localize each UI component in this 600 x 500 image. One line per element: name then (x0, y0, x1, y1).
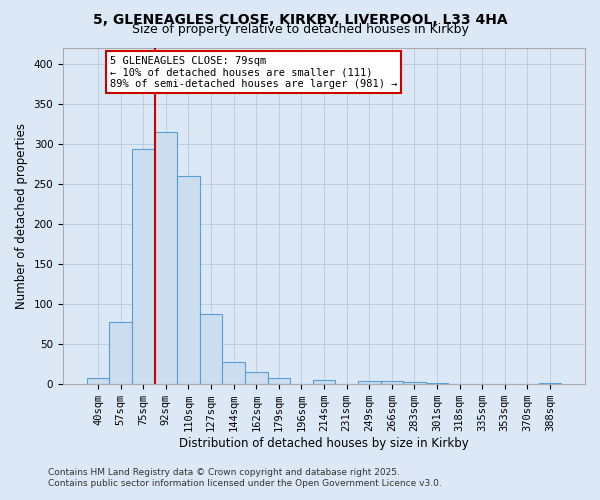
Bar (313, 380, 335, 384)
Bar (358, 381, 380, 384)
Text: 5, GLENEAGLES CLOSE, KIRKBY, LIVERPOOL, L33 4HA: 5, GLENEAGLES CLOSE, KIRKBY, LIVERPOOL, … (92, 12, 508, 26)
Text: Size of property relative to detached houses in Kirkby: Size of property relative to detached ho… (131, 22, 469, 36)
Text: 5 GLENEAGLES CLOSE: 79sqm
← 10% of detached houses are smaller (111)
89% of semi: 5 GLENEAGLES CLOSE: 79sqm ← 10% of detac… (110, 56, 397, 88)
Bar (380, 381, 403, 384)
Bar (539, 382, 561, 384)
X-axis label: Distribution of detached houses by size in Kirkby: Distribution of detached houses by size … (179, 437, 469, 450)
Bar (200, 314, 223, 384)
Bar (403, 382, 425, 384)
Bar (245, 372, 268, 384)
Bar (109, 322, 132, 384)
Bar (155, 132, 177, 384)
Bar (268, 378, 290, 384)
Bar (177, 176, 200, 384)
Y-axis label: Number of detached properties: Number of detached properties (15, 123, 28, 309)
Bar (87, 378, 109, 384)
Bar (132, 150, 155, 384)
Text: Contains HM Land Registry data © Crown copyright and database right 2025.
Contai: Contains HM Land Registry data © Crown c… (48, 468, 442, 487)
Bar (223, 362, 245, 384)
